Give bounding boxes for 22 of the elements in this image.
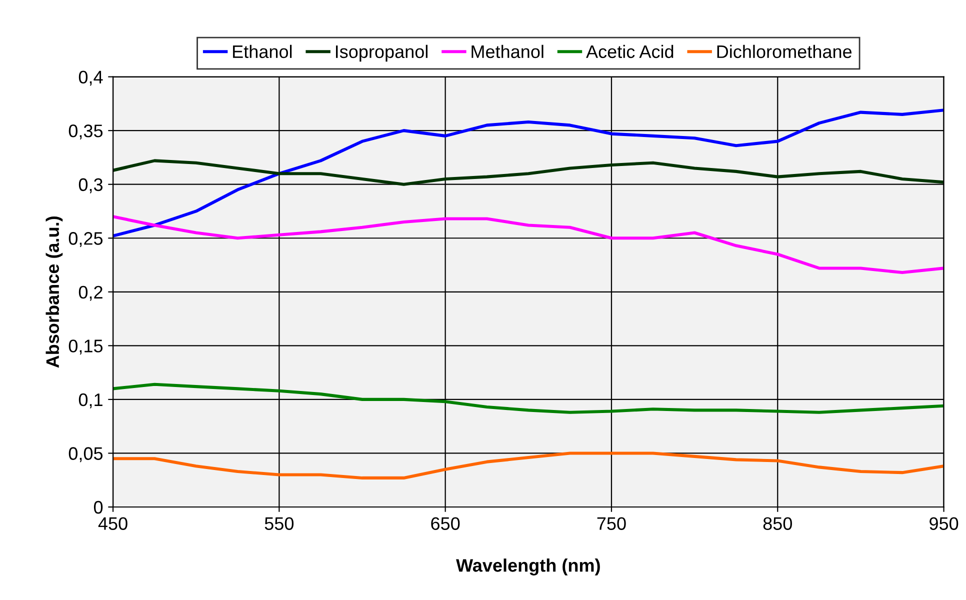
y-tick-label: 0,05 [68, 447, 103, 462]
x-axis-title: Wavelength (nm) [456, 558, 600, 576]
legend-label: Isopropanol [336, 44, 428, 62]
y-axis-title: Absorbance (a.u.) [46, 216, 63, 368]
x-tick-label: 650 [431, 517, 460, 530]
y-tick-label: 0,4 [78, 70, 103, 86]
x-tick-label: 450 [98, 517, 128, 530]
legend-label: Ethanol [233, 44, 292, 58]
y-tick-label: 0,35 [68, 124, 103, 140]
y-tick-label: 0,25 [68, 232, 103, 247]
y-tick-label: 0,2 [78, 286, 102, 301]
legend-label: Methanol [472, 44, 544, 58]
x-tick-label: 750 [597, 517, 626, 530]
legend-label: Dichloromethane [717, 44, 852, 58]
x-tick-label: 550 [264, 517, 294, 530]
x-tick-label: 850 [763, 517, 792, 530]
y-tick-label: 0,1 [78, 393, 102, 408]
y-tick-label: 0 [94, 500, 103, 514]
legend-label: Acetic Acid [586, 44, 674, 58]
y-tick-label: 0,3 [78, 178, 103, 194]
x-tick-label: 950 [930, 517, 958, 530]
y-tick-label: 0,15 [68, 340, 103, 355]
